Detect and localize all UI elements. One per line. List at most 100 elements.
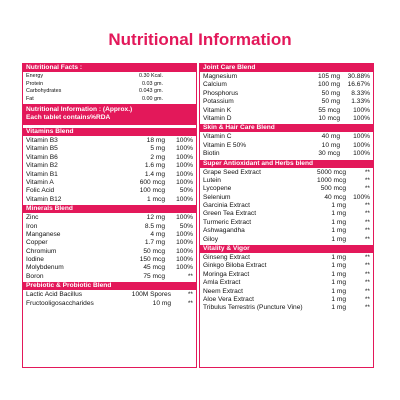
nutritional-facts-header: Nutritional Facts : bbox=[23, 64, 196, 72]
nutrient-rda: ** bbox=[364, 270, 370, 278]
nutrient-name: Amla Extract bbox=[203, 279, 241, 287]
nutrient-rda: ** bbox=[364, 235, 370, 243]
super-antioxidant-header: Super Antioxidant and Herbs blend bbox=[200, 159, 373, 168]
list-item: Ginseng Extract 1 mg ** bbox=[203, 254, 370, 262]
nutrient-amount: 1 mg bbox=[331, 279, 346, 287]
nutrient-amount: 1 mg bbox=[331, 295, 346, 303]
nutrient-amount: 105 mg bbox=[318, 73, 340, 80]
joint-care-header: Joint Care Blend bbox=[200, 64, 373, 72]
nutrient-rda: 100% bbox=[176, 178, 193, 186]
list-item: Boron 75 mcg ** bbox=[26, 273, 193, 281]
list-item: Tribulus Terrestris (Puncture Vine) 1 mg *… bbox=[203, 304, 370, 312]
list-item: Vitamin B1 1.4 mg 100% bbox=[26, 171, 193, 179]
nutrient-name: Tribulus Terrestris (Puncture Vine) bbox=[203, 304, 303, 312]
nutrient-name: Green Tea Extract bbox=[203, 210, 257, 218]
nutrient-rda: 100% bbox=[353, 141, 370, 149]
list-item: Turmeric Extract 1 mg ** bbox=[203, 219, 370, 227]
nutrient-amount: 55 mcg bbox=[318, 106, 340, 114]
prebiotic-probiotic-list: Lactic Acid Bacillus 100M Spores ** Fructo… bbox=[23, 290, 196, 309]
nutrient-name: Protein bbox=[26, 80, 44, 87]
list-item: Carbohydrates 0.043 gm. bbox=[26, 88, 193, 96]
nutrient-rda: ** bbox=[364, 185, 370, 193]
vitamins-blend-list: Vitamin B3 18 mg 100% Vitamin B5 5 mg 100% V… bbox=[23, 136, 196, 205]
list-item: Chromium 50 mcg 100% bbox=[26, 248, 193, 256]
list-item: Vitamin B12 1 mcg 100% bbox=[26, 196, 193, 204]
nutrient-amount: 50 mg bbox=[321, 89, 340, 97]
nutrient-amount: 45 mcg bbox=[143, 264, 165, 272]
nutrient-amount: 1 mg bbox=[331, 202, 346, 210]
skin-hair-list: Vitamin C 40 mg 100% Vitamin E 50% 10 mg 100… bbox=[200, 132, 373, 159]
list-item: Iodine 150 mcg 100% bbox=[26, 256, 193, 264]
nutrient-rda: ** bbox=[364, 227, 370, 235]
nutrient-amount: 75 mcg bbox=[143, 272, 165, 280]
list-item: Copper 1.7 mg 100% bbox=[26, 239, 193, 247]
nutrient-amount: 5 mg bbox=[150, 145, 165, 153]
nutrient-rda: ** bbox=[364, 218, 370, 226]
nutrient-rda: 100% bbox=[176, 137, 193, 144]
nutrient-rda: 16.67% bbox=[347, 81, 370, 89]
list-item: Calcium 100 mg 16.67% bbox=[203, 81, 370, 89]
nutrient-amount: 10 mcg bbox=[318, 114, 340, 122]
nutrient-amount: 12 mg bbox=[146, 214, 165, 222]
nutrient-amount: 2 mg bbox=[150, 153, 165, 161]
list-item: Vitamin K 55 mcg 100% bbox=[203, 107, 370, 115]
skin-hair-header: Skin & Hair Care Blend bbox=[200, 124, 373, 133]
nutrient-name: Selenium bbox=[203, 193, 231, 201]
nutrient-name: Boron bbox=[26, 272, 44, 280]
nutrient-rda: ** bbox=[364, 176, 370, 184]
list-item: Potassium 50 mg 1.33% bbox=[203, 98, 370, 106]
nutrient-name: Vitamin A bbox=[26, 178, 54, 186]
nutrient-amount: 40 mg bbox=[321, 133, 340, 141]
list-item: Molybdenum 45 mcg 100% bbox=[26, 264, 193, 272]
list-item: Vitamin B6 2 mg 100% bbox=[26, 154, 193, 162]
nutrient-amount: 0.043 gm. bbox=[139, 88, 163, 94]
nutrient-rda: ** bbox=[364, 202, 370, 210]
vitamins-blend-header: Vitamins Blend bbox=[23, 128, 196, 136]
nutrient-name: Potassium bbox=[203, 98, 234, 106]
nutrient-name: Vitamin B3 bbox=[26, 137, 58, 144]
nutrient-amount: 1 mg bbox=[331, 227, 346, 235]
nutrient-name: Ginkgo Biloba Extract bbox=[203, 262, 267, 270]
nutrient-name: Iron bbox=[26, 222, 38, 230]
nutritional-facts-list: Energy 0.30 Kcal. Protein 0.03 gm. Carbo… bbox=[23, 72, 196, 104]
nutrient-name: Vitamin C bbox=[203, 133, 232, 141]
nutrient-amount: 1000 mcg bbox=[317, 176, 346, 184]
nutrient-name: Fat bbox=[26, 95, 34, 102]
nutrient-name: Lycopene bbox=[203, 185, 232, 193]
nutrient-rda: ** bbox=[364, 254, 370, 262]
nutrient-amount: 1 mg bbox=[331, 287, 346, 295]
list-item: Garcinia Extract 1 mg ** bbox=[203, 202, 370, 210]
nutrient-name: Vitamin B5 bbox=[26, 145, 58, 153]
list-item: Fructooligosaccharides 10 mg ** bbox=[26, 300, 193, 308]
nutritional-information-title: Nutritional Information : (Approx.) bbox=[26, 106, 133, 113]
nutrient-rda: 100% bbox=[176, 153, 193, 161]
nutrient-rda: 100% bbox=[176, 230, 193, 238]
nutrient-name: Zinc bbox=[26, 214, 39, 222]
nutrient-name: Copper bbox=[26, 239, 48, 247]
nutrient-rda: 100% bbox=[353, 150, 370, 158]
nutrient-rda: ** bbox=[364, 262, 370, 270]
nutrient-name: Calcium bbox=[203, 81, 227, 89]
nutrient-rda: 1.33% bbox=[351, 98, 370, 106]
nutrient-amount: 150 mcg bbox=[139, 256, 165, 264]
nutrient-amount: 1 mg bbox=[331, 254, 346, 262]
nutrient-amount: 100 mcg bbox=[139, 187, 165, 195]
nutrient-name: Iodine bbox=[26, 256, 44, 264]
nutrient-name: Vitamin K bbox=[203, 106, 232, 114]
list-item: Amla Extract 1 mg ** bbox=[203, 279, 370, 287]
nutrient-amount: 1 mg bbox=[331, 270, 346, 278]
nutrient-rda: 100% bbox=[176, 264, 193, 272]
list-item: Lactic Acid Bacillus 100M Spores ** bbox=[26, 291, 193, 299]
minerals-blend-header: Minerals Blend bbox=[23, 205, 196, 214]
nutrient-amount: 1 mg bbox=[331, 218, 346, 226]
list-item: Zinc 12 mg 100% bbox=[26, 214, 193, 222]
nutrient-amount: 100 mg bbox=[318, 81, 340, 89]
nutrient-amount: 0.03 gm. bbox=[142, 80, 163, 87]
nutrient-rda: ** bbox=[364, 168, 370, 176]
list-item: Fat 0.00 gm. bbox=[26, 96, 193, 104]
nutrient-rda: 50% bbox=[179, 187, 193, 195]
nutrient-rda: 30.88% bbox=[347, 73, 370, 80]
left-nutrition-panel: Nutritional Facts : Energy 0.30 Kcal. Pr… bbox=[22, 63, 197, 368]
list-item: Vitamin B2 1.6 mg 100% bbox=[26, 162, 193, 170]
list-item: Vitamin C 40 mg 100% bbox=[203, 133, 370, 141]
